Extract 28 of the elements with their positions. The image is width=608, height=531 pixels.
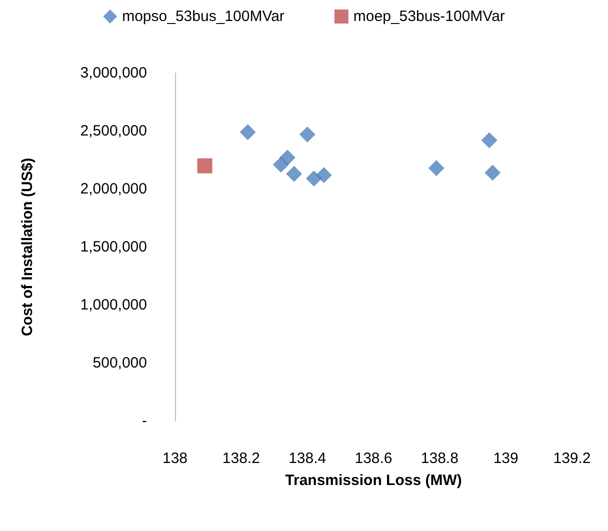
y-tick-label: 2,000,000 bbox=[80, 180, 147, 198]
point bbox=[481, 132, 498, 148]
legend-label: moep_53bus-100MVar bbox=[353, 8, 505, 25]
y-tick-label: 500,000 bbox=[92, 354, 147, 372]
legend-label: mopso_53bus_100MVar bbox=[122, 8, 284, 25]
x-tick-label: 138.6 bbox=[354, 450, 392, 467]
y-axis-title: Cost of Installation (US$) bbox=[19, 158, 36, 336]
point bbox=[316, 167, 332, 184]
point bbox=[272, 156, 289, 173]
point bbox=[428, 160, 444, 176]
point bbox=[306, 170, 322, 187]
y-tick-label: 3,000,000 bbox=[80, 64, 147, 82]
y-tick-label: 2,500,000 bbox=[80, 122, 147, 140]
point bbox=[299, 126, 316, 142]
x-tick-label: 138 bbox=[162, 450, 188, 467]
y-tick-label: - bbox=[142, 412, 147, 430]
x-tick-label: 138.8 bbox=[420, 450, 458, 467]
x-tick-label: 139.2 bbox=[553, 450, 591, 467]
x-tick-label: 139 bbox=[493, 450, 518, 467]
point bbox=[286, 166, 302, 182]
point bbox=[240, 124, 256, 140]
y-tick-label: 1,500,000 bbox=[80, 238, 147, 256]
point bbox=[197, 158, 212, 174]
y-tick-label: 1,000,000 bbox=[80, 296, 147, 314]
x-tick-label: 138.4 bbox=[288, 450, 326, 467]
point bbox=[484, 164, 501, 181]
x-axis-title: Transmission Loss (MW) bbox=[285, 472, 462, 489]
x-tick-label: 138.2 bbox=[222, 450, 260, 467]
